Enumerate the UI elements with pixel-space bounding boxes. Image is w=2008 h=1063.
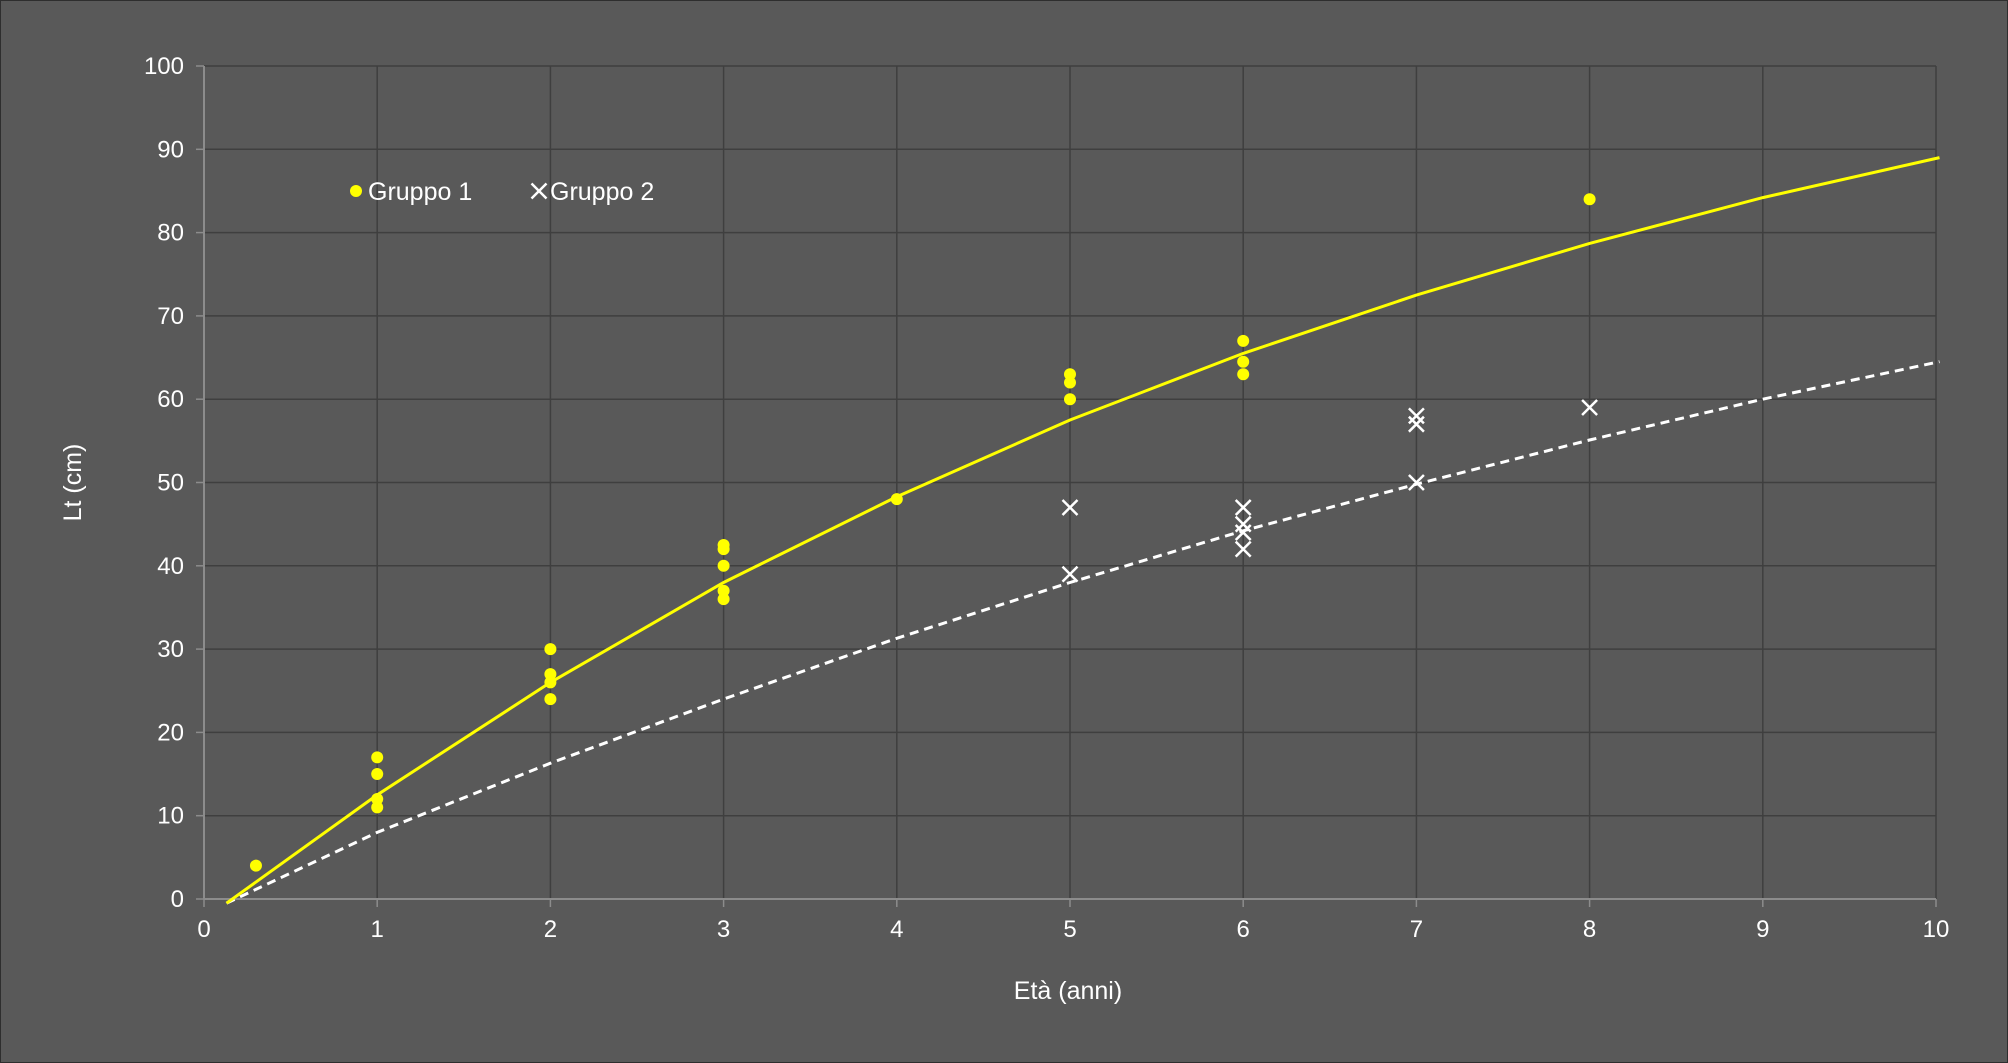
y-tick-label: 50 <box>157 470 184 497</box>
legend: Gruppo 1 Gruppo 2 <box>350 178 654 206</box>
legend-label-gruppo-1: Gruppo 1 <box>368 178 472 206</box>
x-tick-label: 8 <box>1583 916 1596 943</box>
fit-curve-gruppo-2 <box>225 360 1940 905</box>
legend-marker-gruppo-1 <box>350 185 362 197</box>
x-tick-label: 0 <box>197 916 210 943</box>
x-tick-label: 4 <box>890 916 903 943</box>
data-point-gruppo-1 <box>717 584 730 597</box>
x-axis-title: Età (anni) <box>1014 977 1122 1005</box>
data-point-gruppo-1 <box>544 693 557 706</box>
legend-label-gruppo-2: Gruppo 2 <box>550 178 654 206</box>
y-tick-label: 10 <box>157 803 184 830</box>
data-point-gruppo-1 <box>1064 376 1076 389</box>
x-tick-label: 9 <box>1756 916 1769 943</box>
data-point-gruppo-1 <box>544 643 557 656</box>
data-point-gruppo-1 <box>544 676 557 689</box>
x-tick-label: 5 <box>1063 916 1076 943</box>
data-point-gruppo-1 <box>1064 368 1076 381</box>
data-point-gruppo-2 <box>1234 540 1252 558</box>
data-point-gruppo-1 <box>371 793 384 806</box>
data-point-gruppo-1 <box>1237 355 1250 368</box>
data-point-gruppo-1 <box>544 668 557 681</box>
data-point-gruppo-1 <box>371 801 384 814</box>
y-tick-label: 100 <box>144 53 184 80</box>
data-point-gruppo-1 <box>249 859 262 872</box>
data-point-gruppo-2 <box>1234 524 1252 541</box>
x-tick-label: 2 <box>544 916 557 943</box>
data-point-gruppo-2 <box>1061 565 1079 583</box>
data-point-gruppo-2 <box>1408 474 1425 491</box>
y-tick-label: 80 <box>157 220 184 247</box>
data-point-gruppo-1 <box>371 768 384 781</box>
fit-curve-gruppo-1 <box>225 156 1940 905</box>
data-point-gruppo-1 <box>1064 393 1076 406</box>
x-tick-label: 7 <box>1410 916 1423 943</box>
data-point-gruppo-2 <box>1581 399 1598 416</box>
data-point-gruppo-1 <box>717 543 730 556</box>
x-tick-label: 6 <box>1237 916 1250 943</box>
y-tick-label: 60 <box>157 386 184 413</box>
data-point-gruppo-2 <box>1408 415 1425 433</box>
data-point-gruppo-1 <box>371 751 384 764</box>
legend-marker-gruppo-2 <box>530 182 548 200</box>
data-point-gruppo-2 <box>1061 499 1079 516</box>
data-point-gruppo-1 <box>717 593 730 606</box>
data-point-gruppo-1 <box>1237 368 1250 381</box>
y-tick-label: 40 <box>157 553 184 580</box>
data-point-gruppo-1 <box>717 559 730 572</box>
x-tick-label: 3 <box>717 916 730 943</box>
y-axis-title: Lt (cm) <box>59 444 87 522</box>
y-tick-label: 0 <box>171 886 184 913</box>
y-tick-label: 90 <box>157 136 184 163</box>
y-tick-label: 70 <box>157 303 184 330</box>
y-tick-label: 30 <box>157 636 184 663</box>
y-tick-label: 20 <box>157 719 184 746</box>
data-point-gruppo-1 <box>890 493 903 506</box>
data-point-gruppo-1 <box>1237 334 1250 347</box>
data-point-gruppo-2 <box>1234 499 1252 516</box>
data-point-gruppo-1 <box>1583 193 1596 206</box>
x-tick-label: 10 <box>1923 916 1950 943</box>
x-tick-label: 1 <box>371 916 384 943</box>
